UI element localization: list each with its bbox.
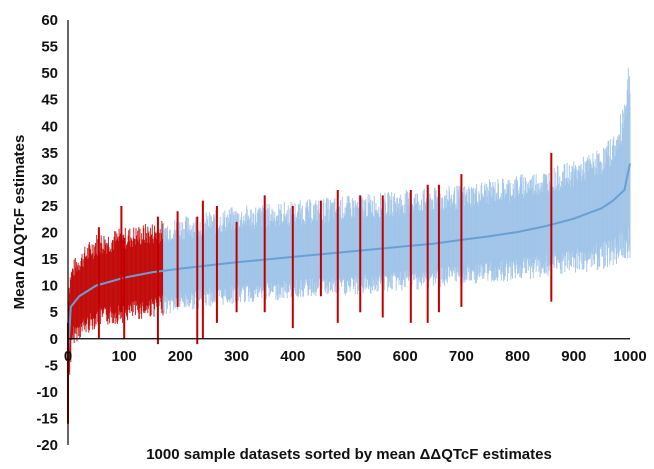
y-tick-label: 0 xyxy=(50,331,58,348)
x-tick-label: 300 xyxy=(224,348,249,365)
y-axis-title: Mean ΔΔQTcF estimates xyxy=(11,135,28,310)
y-tick-label: 25 xyxy=(41,198,58,215)
axes-layer xyxy=(67,20,630,445)
y-tick-label: 30 xyxy=(41,171,58,188)
x-tick-label: 100 xyxy=(112,348,137,365)
y-tick-label: -15 xyxy=(36,410,58,427)
y-tick-label: 35 xyxy=(41,145,58,162)
y-tick-label: 45 xyxy=(41,92,58,109)
y-tick-label: -5 xyxy=(45,357,58,374)
x-tick-label: 200 xyxy=(168,348,193,365)
x-tick-label: 900 xyxy=(561,348,586,365)
y-tick-label: -20 xyxy=(36,437,58,454)
x-tick-label: 600 xyxy=(393,348,418,365)
y-tick-label: 5 xyxy=(50,304,58,321)
y-tick-label: 40 xyxy=(41,118,58,135)
x-axis-title: 1000 sample datasets sorted by mean ΔΔQT… xyxy=(146,446,552,463)
y-tick-label: 60 xyxy=(41,12,58,29)
x-tick-label: 400 xyxy=(280,348,305,365)
y-tick-label: 10 xyxy=(41,278,58,295)
y-tick-label: 15 xyxy=(41,251,58,268)
y-tick-label: 20 xyxy=(41,225,58,242)
x-tick-label: 1000 xyxy=(613,348,646,365)
x-tick-label: 500 xyxy=(336,348,361,365)
y-tick-label: 55 xyxy=(41,39,58,56)
y-tick-label: -10 xyxy=(36,384,58,401)
x-tick-label: 700 xyxy=(449,348,474,365)
x-tick-label: 800 xyxy=(505,348,530,365)
highlighted-intervals-layer xyxy=(67,152,553,424)
x-tick-label: 0 xyxy=(64,348,72,365)
y-tick-label: 50 xyxy=(41,65,58,82)
confidence-band-layer xyxy=(67,67,631,385)
